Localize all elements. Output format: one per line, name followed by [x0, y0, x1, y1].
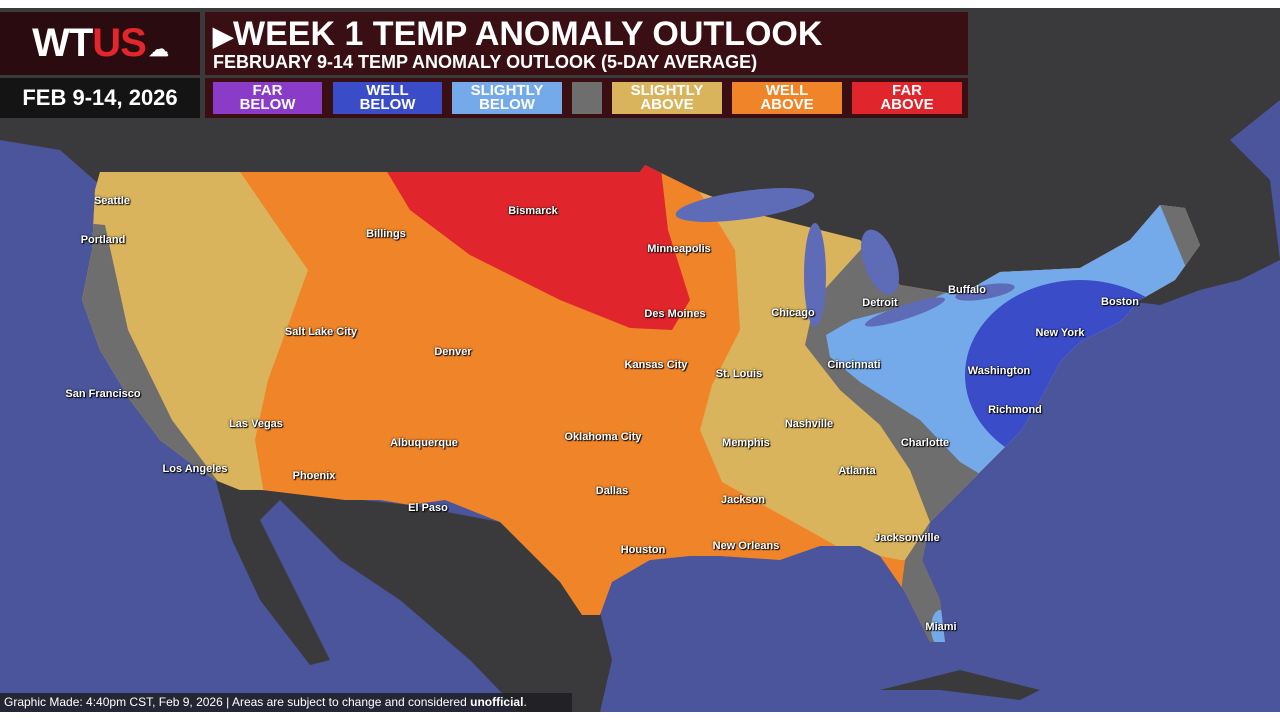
city-label: Miami: [925, 621, 957, 633]
disclaimer-text: Areas are subject to change and consider…: [231, 695, 467, 709]
legend-label: BELOW: [479, 96, 535, 113]
legend-near-normal: [572, 82, 602, 114]
lake-ontario: [955, 283, 1015, 301]
page-title: ▶WEEK 1 TEMP ANOMALY OUTLOOK: [213, 15, 822, 55]
legend-label: FAR: [252, 82, 283, 99]
city-label: San Francisco: [65, 388, 141, 400]
city-label: Buffalo: [948, 284, 986, 296]
legend-label: WELL: [765, 82, 809, 99]
lake-erie: [864, 297, 946, 327]
zone-near-normal-coast: [82, 215, 232, 500]
city-label: Las Vegas: [229, 418, 283, 430]
city-label: Nashville: [784, 418, 834, 430]
disclaimer-period: .: [523, 695, 527, 709]
great-lakes: [675, 188, 1015, 327]
logo: WTUS ☁: [32, 21, 169, 66]
city-label: New York: [1035, 327, 1085, 339]
legend-label: ABOVE: [640, 96, 694, 113]
lake-huron: [860, 229, 900, 295]
city-label: Des Moines: [644, 308, 706, 320]
title-text: WEEK 1 TEMP ANOMALY OUTLOOK: [233, 15, 823, 53]
cuba-land: [880, 670, 1040, 700]
city-label: Albuquerque: [390, 437, 458, 449]
city-label: Phoenix: [292, 470, 336, 482]
legend-far-above: FAR ABOVE: [852, 82, 962, 114]
city-label: Salt Lake City: [284, 326, 358, 338]
city-label: Jackson: [720, 494, 766, 506]
graphic-made-time: Graphic Made: 4:40pm CST, Feb 9, 2026: [4, 695, 223, 709]
legend-slightly-below: SLIGHTLY BELOW: [452, 82, 562, 114]
city-label: Atlanta: [838, 465, 876, 477]
lake-superior: [675, 188, 815, 222]
date-range: FEB 9-14, 2026: [0, 78, 200, 118]
city-label: Memphis: [722, 437, 770, 449]
legend-label: ABOVE: [880, 96, 934, 113]
city-label: El Paso: [408, 502, 448, 514]
logo-box: WTUS ☁: [0, 12, 200, 75]
temperature-anomaly-map: [0, 8, 1280, 712]
legend-label: BELOW: [239, 96, 296, 113]
legend-label: SLIGHTLY: [630, 82, 704, 99]
city-label: Houston: [620, 544, 666, 556]
city-label: Los Angeles: [162, 463, 228, 475]
subtitle: FEBRUARY 9-14 TEMP ANOMALY OUTLOOK (5-DA…: [213, 52, 758, 72]
play-triangle-icon: ▶: [213, 21, 233, 51]
legend-well-above: WELL ABOVE: [732, 82, 842, 114]
city-label: Jacksonville: [874, 532, 940, 544]
legend-label: BELOW: [359, 96, 416, 113]
separator: |: [226, 695, 230, 709]
mexico-land: [215, 478, 612, 712]
zone-slightly-above-west: [82, 165, 308, 500]
city-label: Dallas: [595, 485, 629, 497]
legend-slightly-above: SLIGHTLY ABOVE: [612, 82, 722, 114]
footer-disclaimer: Graphic Made: 4:40pm CST, Feb 9, 2026 | …: [0, 693, 572, 712]
logo-text-wt: WT: [32, 21, 93, 65]
city-label: New Orleans: [712, 540, 780, 552]
city-label: Charlotte: [900, 437, 950, 449]
city-label: Boston: [1101, 296, 1139, 308]
logo-text-us: US: [92, 21, 147, 65]
legend-label: WELL: [366, 82, 409, 99]
city-label: Oklahoma City: [564, 431, 642, 443]
city-label: St. Louis: [715, 368, 763, 380]
legend: FAR BELOW WELL BELOW SLIGHTLY BELOW SLIGHTL…: [205, 78, 968, 118]
cloud-icon: ☁: [148, 39, 169, 61]
legend-label: FAR: [892, 82, 922, 99]
city-label: Cincinnati: [827, 359, 881, 371]
city-label: Washington: [967, 365, 1031, 377]
zone-near-normal-maine: [1158, 200, 1200, 265]
city-label: Minneapolis: [647, 243, 711, 255]
city-label: Richmond: [988, 404, 1042, 416]
legend-well-below: WELL BELOW: [333, 82, 442, 114]
city-label: Denver: [434, 346, 472, 358]
legend-far-below: FAR BELOW: [213, 82, 322, 114]
legend-label: ABOVE: [760, 96, 814, 113]
city-label: Detroit: [862, 297, 898, 309]
city-label: Billings: [366, 228, 406, 240]
city-label: Seattle: [93, 195, 131, 207]
city-label: Portland: [80, 234, 126, 246]
city-label: Chicago: [771, 307, 815, 319]
disclaimer-bold: unofficial: [470, 695, 524, 709]
zone-far-above: [380, 165, 690, 330]
lake-michigan: [804, 223, 826, 327]
title-box: ▶WEEK 1 TEMP ANOMALY OUTLOOK FEBRUARY 9-…: [205, 12, 968, 75]
city-label: Kansas City: [624, 359, 688, 371]
legend-label: SLIGHTLY: [470, 82, 544, 99]
city-label: Bismarck: [508, 205, 558, 217]
